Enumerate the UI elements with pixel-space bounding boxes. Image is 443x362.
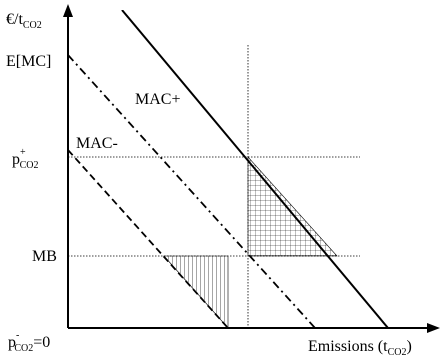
x-axis-arrowhead xyxy=(427,323,440,333)
p-minus-label: p-CO2=0 xyxy=(8,330,50,354)
mac-minus-dashed-line xyxy=(68,149,229,328)
emc-dashdot-line xyxy=(68,54,316,328)
mac-plus-line xyxy=(121,10,389,328)
y-axis-label: €/tCO2 xyxy=(6,11,42,31)
emc-label: E[MC] xyxy=(6,53,51,70)
y-axis-arrowhead xyxy=(63,4,73,17)
grid-hatch-area xyxy=(247,156,338,257)
p-plus-label: p+ CO2 xyxy=(12,147,39,171)
mac-plus-label: MAC+ xyxy=(135,91,180,108)
x-axis-label: Emissions (tCO2) xyxy=(308,338,412,358)
mb-label: MB xyxy=(32,248,57,265)
mac-minus-label: MAC- xyxy=(76,135,118,152)
